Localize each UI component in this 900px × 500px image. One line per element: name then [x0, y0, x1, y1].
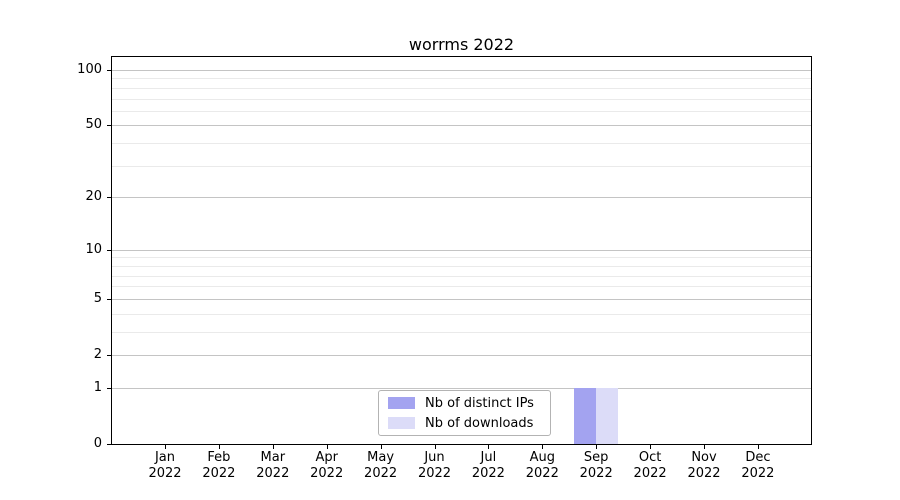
- y-minor-gridline: [112, 98, 811, 100]
- x-tick-mark: [380, 444, 382, 449]
- x-tick-label: Aug 2022: [525, 450, 559, 481]
- y-tick-mark: [107, 197, 111, 199]
- x-tick-label: May 2022: [364, 450, 398, 481]
- y-major-gridline: [112, 355, 811, 356]
- y-tick-label: 1: [93, 379, 102, 395]
- distinct-ips-swatch: [388, 397, 415, 409]
- y-major-gridline: [112, 197, 811, 199]
- y-tick-mark: [107, 298, 111, 300]
- y-minor-gridline: [112, 165, 811, 167]
- y-minor-gridline: [112, 110, 811, 112]
- y-minor-gridline: [112, 257, 811, 259]
- y-minor-gridline: [112, 331, 811, 333]
- y-tick-mark: [107, 355, 111, 356]
- x-tick-mark: [488, 444, 490, 449]
- x-tick-mark: [542, 444, 544, 449]
- y-minor-gridline: [112, 313, 811, 315]
- x-tick-label: Jul 2022: [471, 450, 505, 481]
- y-major-gridline: [112, 70, 811, 71]
- y-minor-gridline: [112, 87, 811, 89]
- chart-title: worrms 2022: [408, 35, 515, 54]
- y-tick-label: 0: [93, 436, 102, 451]
- legend-item-distinct-ips: Nb of distinct IPs: [379, 395, 550, 412]
- legend-label: Nb of distinct IPs: [425, 395, 534, 411]
- legend-label: Nb of downloads: [425, 415, 534, 431]
- bar-distinct-ips: [574, 387, 597, 444]
- y-major-gridline: [112, 298, 811, 300]
- x-tick-mark: [704, 444, 705, 449]
- x-tick-label: Feb 2022: [202, 450, 236, 481]
- x-tick-mark: [434, 444, 436, 449]
- x-tick-label: Sep 2022: [579, 450, 613, 481]
- x-tick-mark: [757, 444, 759, 449]
- y-tick-label: 100: [77, 62, 102, 77]
- y-tick-mark: [107, 249, 111, 251]
- x-tick-label: Oct 2022: [633, 450, 667, 481]
- y-tick-label: 50: [85, 117, 102, 133]
- x-tick-mark: [596, 444, 598, 449]
- y-minor-gridline: [112, 286, 811, 288]
- y-tick-label: 20: [85, 189, 102, 205]
- x-tick-label: Jun 2022: [417, 450, 452, 481]
- bar-downloads: [596, 387, 619, 444]
- y-minor-gridline: [112, 143, 811, 145]
- y-tick-label: 2: [93, 347, 102, 362]
- x-tick-label: Mar 2022: [256, 450, 290, 481]
- x-tick-label: Jan 2022: [148, 450, 182, 481]
- y-tick-mark: [107, 387, 111, 389]
- x-tick-mark: [218, 444, 220, 449]
- y-tick-label: 5: [93, 290, 102, 306]
- y-minor-gridline: [112, 275, 811, 277]
- x-tick-mark: [326, 444, 328, 449]
- y-major-gridline: [112, 387, 811, 389]
- y-tick-label: 10: [85, 241, 102, 257]
- x-tick-mark: [650, 444, 652, 449]
- x-tick-label: Nov 2022: [687, 450, 721, 481]
- plot-area: Nb of distinct IPs Nb of downloads 100 50…: [77, 56, 812, 481]
- y-major-gridline: [112, 249, 811, 251]
- x-tick-label: Dec 2022: [741, 450, 775, 481]
- legend: Nb of distinct IPs Nb of downloads: [378, 390, 551, 436]
- legend-item-downloads: Nb of downloads: [379, 415, 550, 432]
- downloads-swatch: [388, 417, 415, 429]
- x-tick-mark: [165, 444, 166, 449]
- y-tick-mark: [107, 444, 111, 445]
- y-tick-mark: [107, 70, 111, 71]
- x-tick-mark: [272, 444, 274, 449]
- y-major-gridline: [112, 125, 811, 127]
- y-minor-gridline: [112, 265, 811, 267]
- y-minor-gridline: [112, 78, 811, 80]
- x-tick-label: Apr 2022: [310, 450, 344, 481]
- y-tick-mark: [107, 125, 111, 127]
